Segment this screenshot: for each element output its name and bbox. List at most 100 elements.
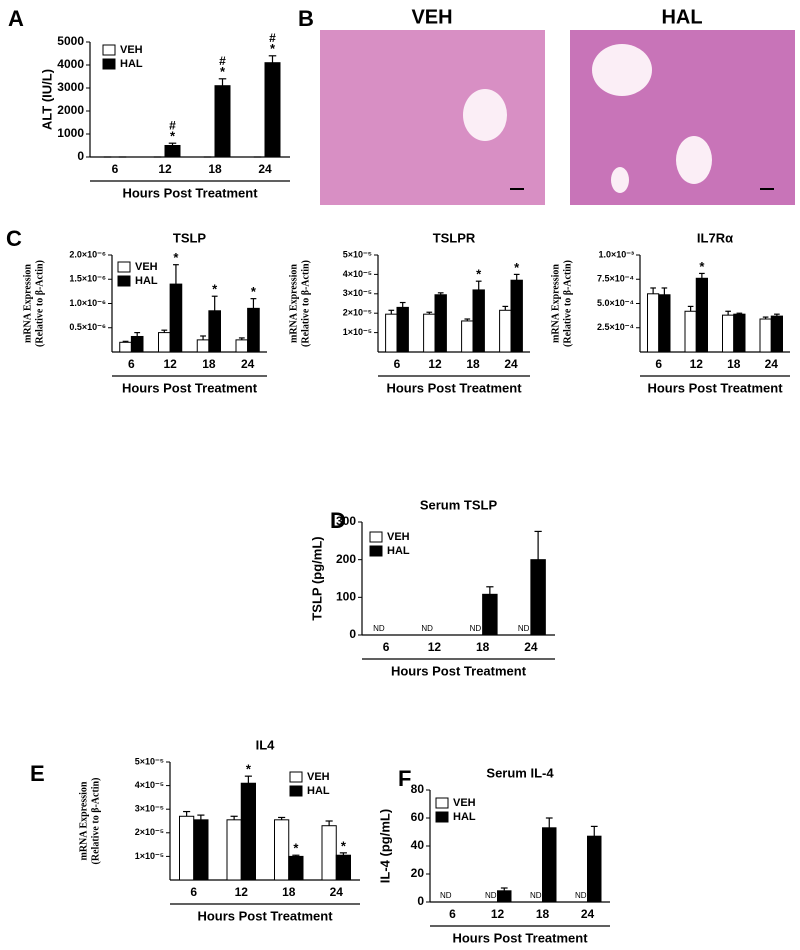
chart-title: Serum TSLP (420, 497, 498, 512)
legend-label: HAL (387, 545, 410, 557)
y-tick-label: 0.5×10⁻⁶ (69, 322, 106, 332)
y-tick-label: 1×10⁻⁵ (135, 851, 164, 861)
y-axis-label: mRNA Expression (288, 264, 299, 343)
significance-hash: # (219, 54, 226, 68)
y-axis-label: mRNA Expression (550, 264, 561, 343)
value-label: ND (440, 891, 452, 900)
y-axis-label: (Relative to β-Actin) (562, 260, 573, 347)
chart-title: Serum IL-4 (486, 765, 554, 780)
bar (264, 62, 281, 158)
x-tick-label: 12 (428, 357, 442, 371)
y-axis-label: (Relative to β-Actin) (34, 260, 45, 347)
y-tick-label: 2000 (57, 103, 84, 117)
legend-label: VEH (453, 797, 476, 809)
x-tick-label: 18 (727, 357, 741, 371)
bar (423, 313, 436, 353)
legend-label: HAL (453, 811, 476, 823)
significance-star: * (341, 838, 347, 853)
chart-title: IL7Rα (697, 230, 733, 245)
bar (179, 815, 195, 881)
chart-title: IL4 (256, 737, 276, 752)
significance-star: * (270, 41, 276, 56)
bar (214, 85, 231, 158)
x-axis-label: Hours Post Treatment (647, 380, 783, 395)
x-tick-label: 12 (491, 907, 505, 921)
bar (482, 593, 498, 636)
value-label: ND (530, 891, 542, 900)
veh-image (320, 30, 545, 205)
bar (497, 890, 512, 903)
y-tick-label: 1000 (57, 126, 84, 140)
legend-swatch (435, 797, 449, 809)
panel-letter: E (30, 761, 45, 786)
bar (770, 315, 783, 353)
significance-star: * (514, 260, 520, 275)
x-tick-label: 18 (208, 162, 222, 176)
significance-star: * (293, 841, 299, 856)
panel-letter: C (6, 226, 22, 251)
bar (587, 835, 602, 903)
x-axis-label: Hours Post Treatment (386, 380, 522, 395)
x-tick-label: 18 (282, 885, 296, 899)
x-tick-label: 12 (163, 357, 177, 371)
y-tick-label: 3×10⁻⁵ (343, 288, 372, 298)
y-tick-label: 60 (411, 810, 425, 824)
x-tick-label: 6 (190, 885, 197, 899)
y-tick-label: 2.0×10⁻⁶ (69, 249, 106, 259)
bar (235, 339, 249, 353)
y-tick-label: 0 (77, 149, 84, 163)
legend-swatch (289, 771, 303, 783)
x-axis-label: Hours Post Treatment (122, 185, 258, 200)
x-axis-label: Hours Post Treatment (197, 908, 333, 923)
legend-label: VEH (135, 261, 158, 273)
bar (647, 293, 660, 353)
y-axis-label: (Relative to β-Actin) (300, 260, 311, 347)
significance-star: * (173, 250, 179, 265)
bar (684, 310, 697, 353)
x-tick-label: 6 (128, 357, 135, 371)
bar (196, 339, 210, 353)
legend-swatch (435, 811, 449, 823)
bar (658, 294, 671, 353)
bar (119, 341, 132, 353)
bar (759, 318, 772, 353)
x-tick-label: 12 (690, 357, 704, 371)
x-tick-label: 24 (581, 907, 595, 921)
y-tick-label: 2×10⁻⁵ (135, 827, 164, 837)
value-label: ND (470, 624, 482, 633)
panel-letter: A (8, 6, 24, 31)
y-tick-label: 5000 (57, 34, 84, 48)
value-label: ND (421, 624, 433, 633)
y-tick-label: 20 (411, 866, 425, 880)
significance-star: * (170, 129, 176, 144)
legend-label: HAL (307, 785, 330, 797)
significance-star: * (251, 284, 257, 299)
bar (530, 559, 546, 636)
y-tick-label: 5.0×10⁻⁴ (597, 298, 634, 308)
x-tick-label: 6 (394, 357, 401, 371)
y-tick-label: 300 (336, 514, 356, 528)
x-tick-label: 12 (235, 885, 249, 899)
bar (499, 309, 512, 353)
y-tick-label: 4000 (57, 57, 84, 71)
chart-title: TSLP (173, 230, 207, 245)
bar (722, 314, 735, 353)
x-tick-label: 24 (241, 357, 255, 371)
bar (542, 827, 557, 903)
scale-bar (510, 188, 524, 190)
scale-bar (760, 188, 774, 190)
x-tick-label: 24 (504, 357, 518, 371)
x-axis-label: Hours Post Treatment (391, 663, 527, 678)
significance-star: * (246, 762, 252, 777)
bar (288, 855, 304, 881)
legend-swatch (117, 261, 131, 273)
y-axis-label: (Relative to β-Actin) (90, 778, 101, 865)
bar (158, 332, 171, 353)
x-tick-label: 6 (655, 357, 662, 371)
significance-hash: # (169, 118, 176, 132)
bar (130, 335, 144, 353)
bar (385, 313, 398, 353)
bar (472, 289, 485, 353)
bar (274, 819, 290, 881)
x-tick-label: 18 (202, 357, 216, 371)
